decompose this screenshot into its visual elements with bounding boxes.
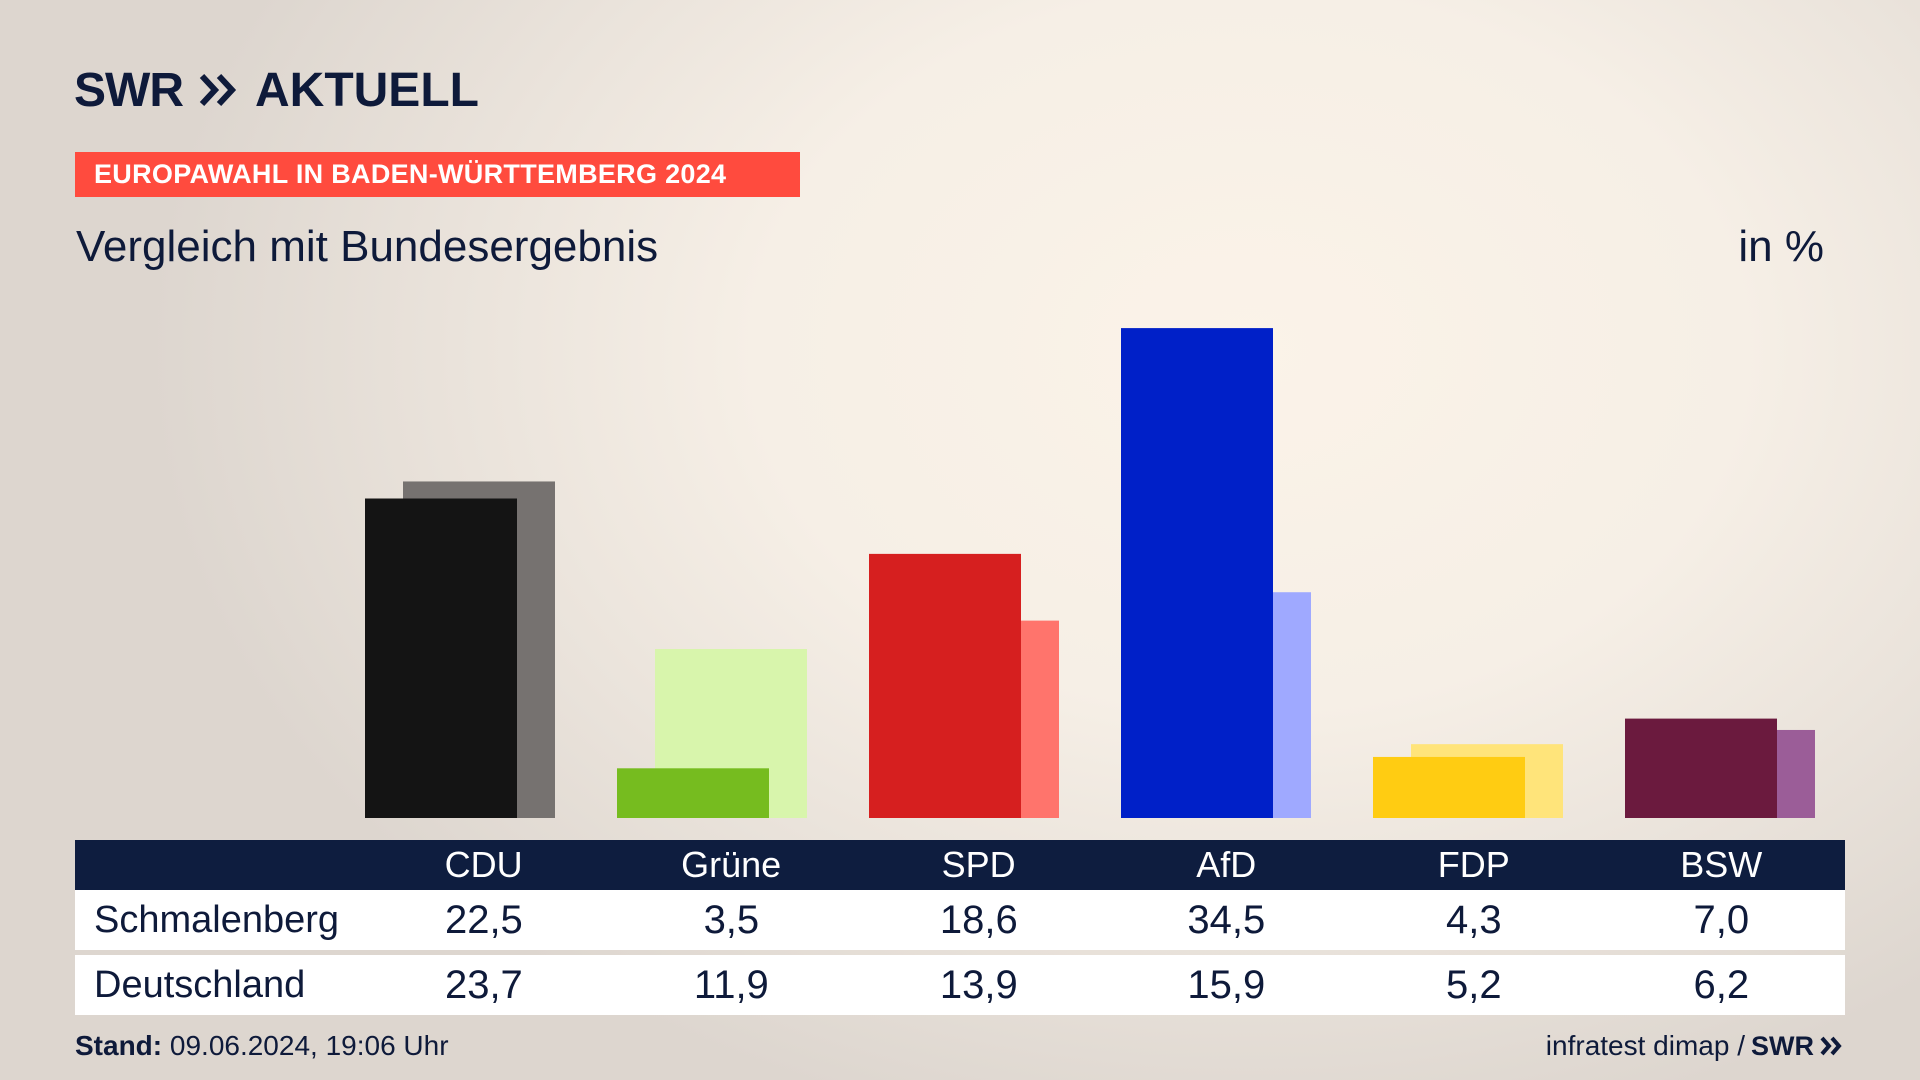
table-cell: 13,9	[939, 962, 1018, 1007]
table-cell: 15,9	[1187, 962, 1266, 1007]
bar-schmalenberg-spd	[869, 553, 1021, 818]
stand-label: Stand:	[75, 1030, 163, 1061]
column-header: AfD	[1196, 844, 1257, 885]
row-label: Deutschland	[94, 963, 306, 1006]
table-cell: 11,9	[693, 962, 769, 1007]
bar-schmalenberg-fdp	[1373, 756, 1525, 818]
results-table: CDU Grüne SPD AfD FDP BSW Schmalenberg 2…	[75, 840, 1845, 1015]
table-row: Schmalenberg 22,5 3,5 18,6 34,5 4,3 7,0	[75, 890, 1845, 950]
table-cell: 3,5	[703, 897, 760, 942]
double-chevron-icon	[1820, 1036, 1842, 1056]
table-header: CDU Grüne SPD AfD FDP BSW	[75, 840, 1845, 890]
table-cell: 6,2	[1693, 962, 1750, 1007]
bar-schmalenberg-bsw	[1625, 718, 1777, 818]
bar-schmalenberg-cdu	[365, 498, 517, 818]
table-cell: 18,6	[939, 897, 1018, 942]
chart-unit: in %	[1738, 222, 1824, 271]
table-cell: 5,2	[1446, 962, 1502, 1007]
table-row: Deutschland 23,7 11,9 13,9 15,9 5,2 6,2	[75, 955, 1845, 1015]
timestamp: Stand: 09.06.2024, 19:06 Uhr	[75, 1030, 449, 1062]
table-cell: 22,5	[444, 897, 523, 942]
column-header: BSW	[1680, 844, 1763, 885]
chart-title: Vergleich mit Bundesergebnis	[76, 222, 659, 271]
column-header: SPD	[941, 844, 1016, 885]
table-cell: 23,7	[444, 962, 523, 1007]
table-cell: 4,3	[1446, 897, 1502, 942]
column-header: Grüne	[681, 844, 782, 885]
source-brand: SWR	[1751, 1030, 1814, 1061]
source-credit: infratest dimap / SWR	[1546, 1030, 1844, 1062]
bar-schmalenberg-grüne	[617, 768, 769, 818]
row-label: Schmalenberg	[94, 898, 340, 941]
swr-aktuell-logo: SWR AKTUELL	[74, 64, 479, 117]
column-header: CDU	[444, 844, 523, 885]
table-cell: 7,0	[1693, 897, 1750, 942]
stand-value: 09.06.2024, 19:06 Uhr	[169, 1030, 449, 1061]
source-text: infratest dimap /	[1545, 1030, 1745, 1061]
bar-schmalenberg-afd	[1121, 328, 1273, 818]
brand-text: SWR	[74, 63, 184, 117]
column-header: FDP	[1437, 844, 1510, 885]
product-text: AKTUELL	[254, 63, 479, 117]
double-chevron-icon	[199, 73, 237, 107]
table-cell: 34,5	[1187, 897, 1266, 942]
kicker-banner: EUROPAWAHL IN BADEN-WÜRTTEMBERG 2024	[75, 152, 800, 197]
